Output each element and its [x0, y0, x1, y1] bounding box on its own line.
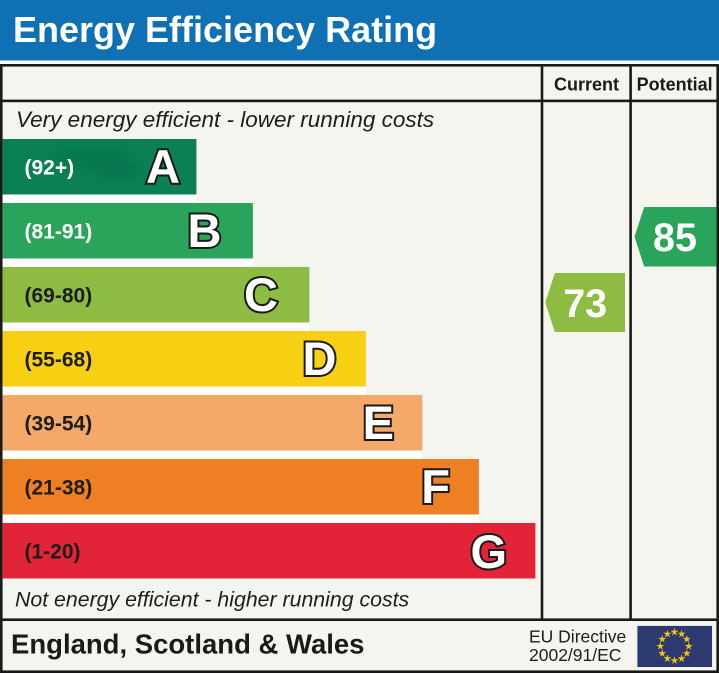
svg-text:Potential: Potential	[637, 75, 713, 95]
svg-text:D: D	[303, 332, 337, 385]
svg-text:C: C	[244, 268, 278, 321]
svg-text:Not energy efficient - higher: Not energy efficient - higher running co…	[15, 588, 410, 612]
svg-text:(1-20): (1-20)	[25, 540, 81, 563]
svg-text:Very energy efficient - lower: Very energy efficient - lower running co…	[16, 107, 434, 132]
svg-text:(55-68): (55-68)	[25, 348, 93, 371]
svg-text:Energy Efficiency Rating: Energy Efficiency Rating	[13, 9, 437, 50]
svg-text:2002/91/EC: 2002/91/EC	[529, 645, 621, 665]
svg-text:B: B	[188, 204, 222, 257]
svg-text:Current: Current	[554, 75, 619, 95]
svg-text:G: G	[470, 525, 507, 578]
svg-text:E: E	[363, 396, 394, 449]
svg-text:(21-38): (21-38)	[25, 476, 93, 499]
svg-text:(81-91): (81-91)	[25, 220, 93, 243]
svg-text:(92+): (92+)	[25, 156, 75, 179]
svg-text:F: F	[421, 460, 450, 513]
svg-text:(69-80): (69-80)	[25, 284, 93, 307]
svg-text:(39-54): (39-54)	[25, 412, 93, 435]
svg-text:73: 73	[563, 282, 607, 326]
svg-text:EU Directive: EU Directive	[529, 627, 626, 647]
svg-text:England, Scotland & Wales: England, Scotland & Wales	[11, 629, 364, 660]
svg-text:85: 85	[653, 216, 697, 260]
svg-text:A: A	[146, 140, 180, 193]
